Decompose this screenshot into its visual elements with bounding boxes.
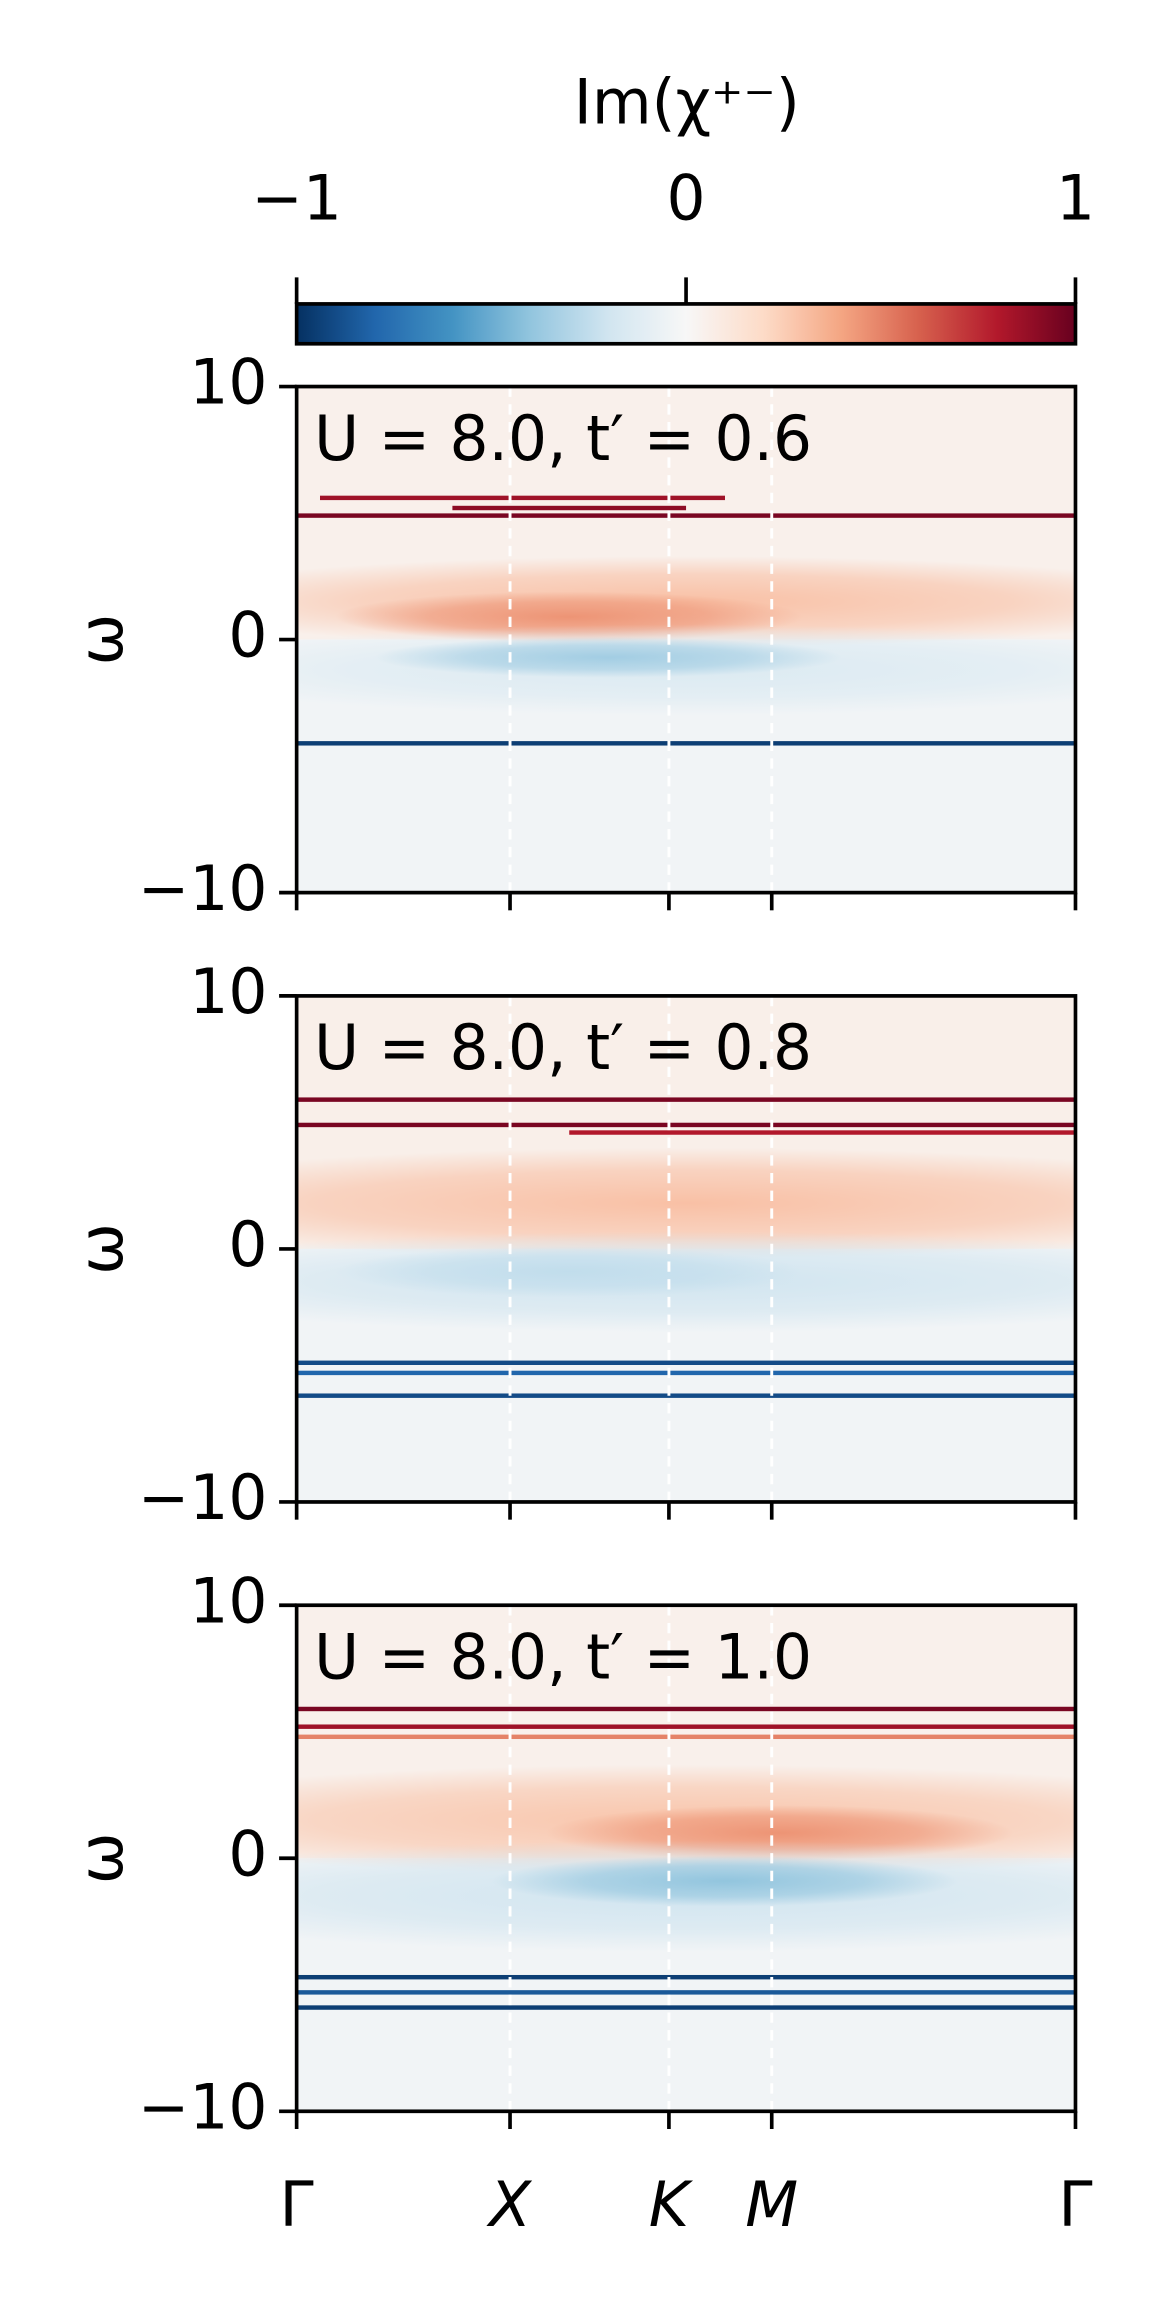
x-tick-label: M <box>745 2169 798 2241</box>
band-line <box>296 1974 1076 1980</box>
heatmap <box>296 386 1076 893</box>
colorbar <box>294 302 1078 346</box>
band-line <box>296 1706 1076 1712</box>
y-tick-label: 0 <box>228 1818 267 1890</box>
y-tick-label: 10 <box>189 346 267 418</box>
colorbar-tick-label: −1 <box>251 162 341 234</box>
band-line <box>296 1360 1076 1366</box>
x-tick-label: Γ <box>280 2169 315 2241</box>
band-line <box>452 505 687 511</box>
colorbar-tick-label: 1 <box>1056 162 1095 234</box>
y-tick-label: 10 <box>189 956 267 1028</box>
band-line <box>296 513 1076 518</box>
y-axis-label: ω <box>65 614 137 666</box>
band-line <box>569 1130 1076 1135</box>
blob <box>374 637 842 678</box>
band-line <box>319 495 725 501</box>
band-line <box>296 741 1076 746</box>
blob <box>491 1855 959 1907</box>
panel-annotation: U = 8.0, t′ = 0.8 <box>314 1012 812 1084</box>
panel-annotation: U = 8.0, t′ = 0.6 <box>314 403 812 475</box>
blob <box>296 1147 1076 1260</box>
band-line <box>296 1393 1076 1398</box>
colorbar-tick-label: 0 <box>667 162 706 234</box>
band-line <box>296 1370 1076 1376</box>
band-line <box>296 1097 1076 1102</box>
band-line <box>296 1734 1076 1740</box>
colorbar-label: Im(χ⁺⁻) <box>574 66 800 138</box>
band-line <box>296 2005 1076 2010</box>
heatmap <box>296 995 1076 1502</box>
y-tick-label: 0 <box>228 1209 267 1281</box>
x-tick-label: K <box>649 2169 694 2241</box>
y-tick-label: −10 <box>138 853 267 925</box>
y-axis-label: ω <box>65 1223 137 1275</box>
y-tick-label: −10 <box>138 1462 267 1534</box>
heatmap <box>296 1605 1076 2112</box>
band-line <box>296 1990 1076 1995</box>
y-tick-label: −10 <box>138 2071 267 2143</box>
y-axis-label: ω <box>65 1832 137 1884</box>
blob <box>335 1246 803 1298</box>
y-tick-label: 0 <box>228 599 267 671</box>
panel-annotation: U = 8.0, t′ = 1.0 <box>314 1621 812 1693</box>
band-line <box>296 1724 1076 1729</box>
y-tick-label: 10 <box>189 1565 267 1637</box>
x-tick-label: Γ <box>1058 2169 1093 2241</box>
x-tick-label: X <box>486 2169 533 2241</box>
band-line <box>296 1122 1076 1128</box>
